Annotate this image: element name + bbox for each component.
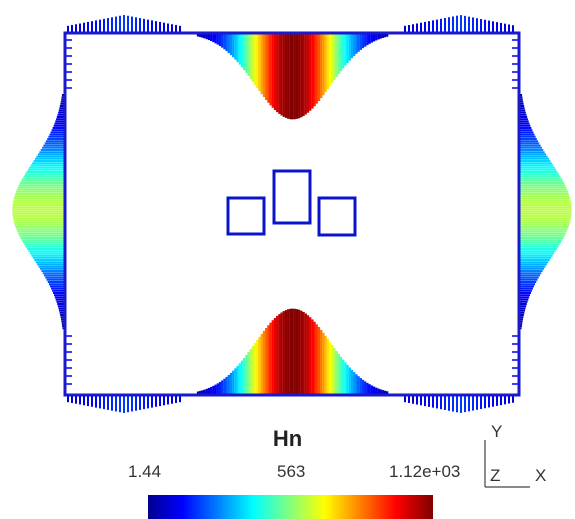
colorbar-min-label: 1.44 xyxy=(128,462,162,481)
axis-y-label: Y xyxy=(491,422,503,441)
axis-x-label: X xyxy=(535,466,547,485)
colorbar-title: Hn xyxy=(272,426,303,451)
conductor-left xyxy=(226,196,266,236)
conductor-right xyxy=(317,196,357,237)
axis-triad xyxy=(484,440,530,488)
colorbar xyxy=(148,495,433,519)
domain-frame xyxy=(63,31,521,397)
field-arrows xyxy=(12,15,572,413)
axis-z-label: Z xyxy=(490,466,501,485)
colorbar-max-label: 1.12e+03 xyxy=(389,462,461,481)
conductor-center xyxy=(272,169,312,225)
colorbar-mid-label: 563 xyxy=(277,462,306,481)
